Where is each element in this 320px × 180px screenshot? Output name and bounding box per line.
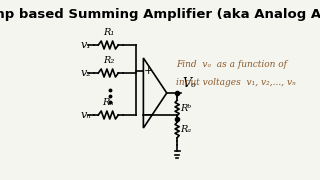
Text: vₙ: vₙ [81, 110, 91, 120]
Text: Rᵇ: Rᵇ [180, 103, 191, 112]
Text: R₁: R₁ [103, 28, 114, 37]
Text: Rₐ: Rₐ [180, 125, 191, 134]
Text: Rₙ: Rₙ [103, 98, 114, 107]
Text: +: + [143, 66, 153, 76]
Text: OpAmp based Summing Amplifier (aka Analog Adder): OpAmp based Summing Amplifier (aka Analo… [0, 8, 320, 21]
Text: −: − [143, 110, 153, 120]
Text: input voltages  v₁, v₂,..., vₙ: input voltages v₁, v₂,..., vₙ [176, 78, 296, 87]
Text: v₁: v₁ [81, 40, 91, 50]
Text: R₂: R₂ [103, 56, 114, 65]
Text: Find  vₒ  as a function of: Find vₒ as a function of [176, 60, 287, 69]
Text: v₂: v₂ [81, 68, 91, 78]
Text: Vₒ: Vₒ [182, 77, 196, 90]
